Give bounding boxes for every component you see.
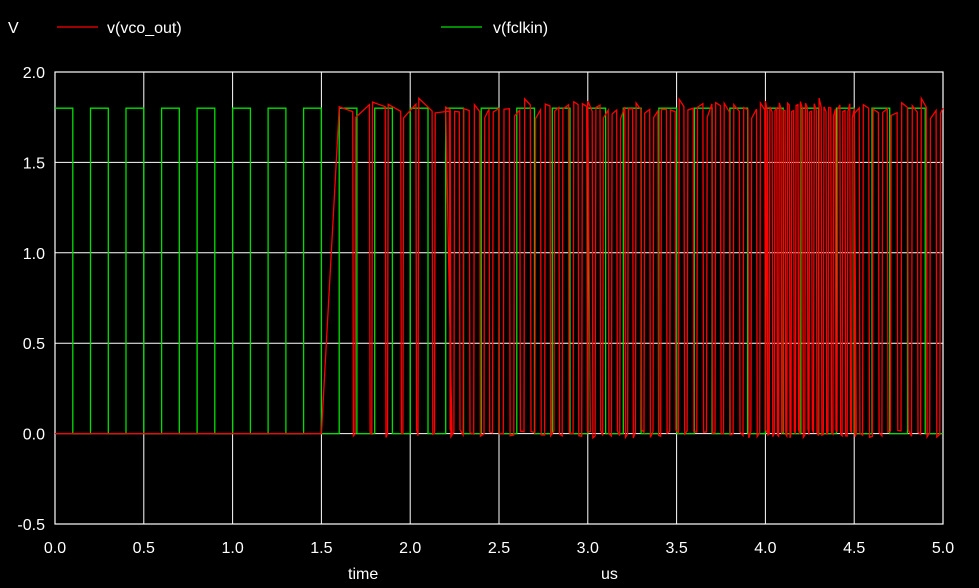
x-tick-label: 0.0: [44, 540, 66, 557]
y-tick-label: 0.0: [23, 427, 45, 444]
y-tick-label: -0.5: [17, 517, 45, 534]
x-axis-label: time: [348, 566, 378, 583]
y-tick-label: 1.0: [23, 246, 45, 263]
x-tick-labels: 0.0 0.5 1.0 1.5 2.0 2.5 3.0 3.5 4.0 4.5 5.0: [44, 540, 954, 557]
traces: [55, 95, 944, 440]
x-tick-label: 1.5: [310, 540, 332, 557]
x-tick-label: 0.5: [133, 540, 155, 557]
x-tick-label: 1.0: [221, 540, 243, 557]
legend-label-vco-out: v(vco_out): [107, 20, 182, 37]
x-tick-label: 2.5: [488, 540, 510, 557]
x-tick-label: 2.0: [399, 540, 421, 557]
x-tick-label: 4.5: [843, 540, 865, 557]
legend-label-fclkin: v(fclkin): [493, 20, 548, 37]
y-axis-label: V: [8, 20, 19, 37]
y-tick-label: 1.5: [23, 155, 45, 172]
x-axis-unit: us: [601, 566, 618, 583]
series-line-vco-out: [55, 95, 944, 440]
x-tick-label: 3.0: [577, 540, 599, 557]
legend: v(vco_out) v(fclkin): [57, 20, 548, 37]
y-tick-label: 2.0: [23, 65, 45, 82]
y-tick-labels: 2.0 1.5 1.0 0.5 0.0 -0.5: [17, 65, 45, 534]
x-tick-label: 4.0: [754, 540, 776, 557]
x-tick-label: 5.0: [932, 540, 954, 557]
y-tick-label: 0.5: [23, 336, 45, 353]
x-tick-label: 3.5: [665, 540, 687, 557]
